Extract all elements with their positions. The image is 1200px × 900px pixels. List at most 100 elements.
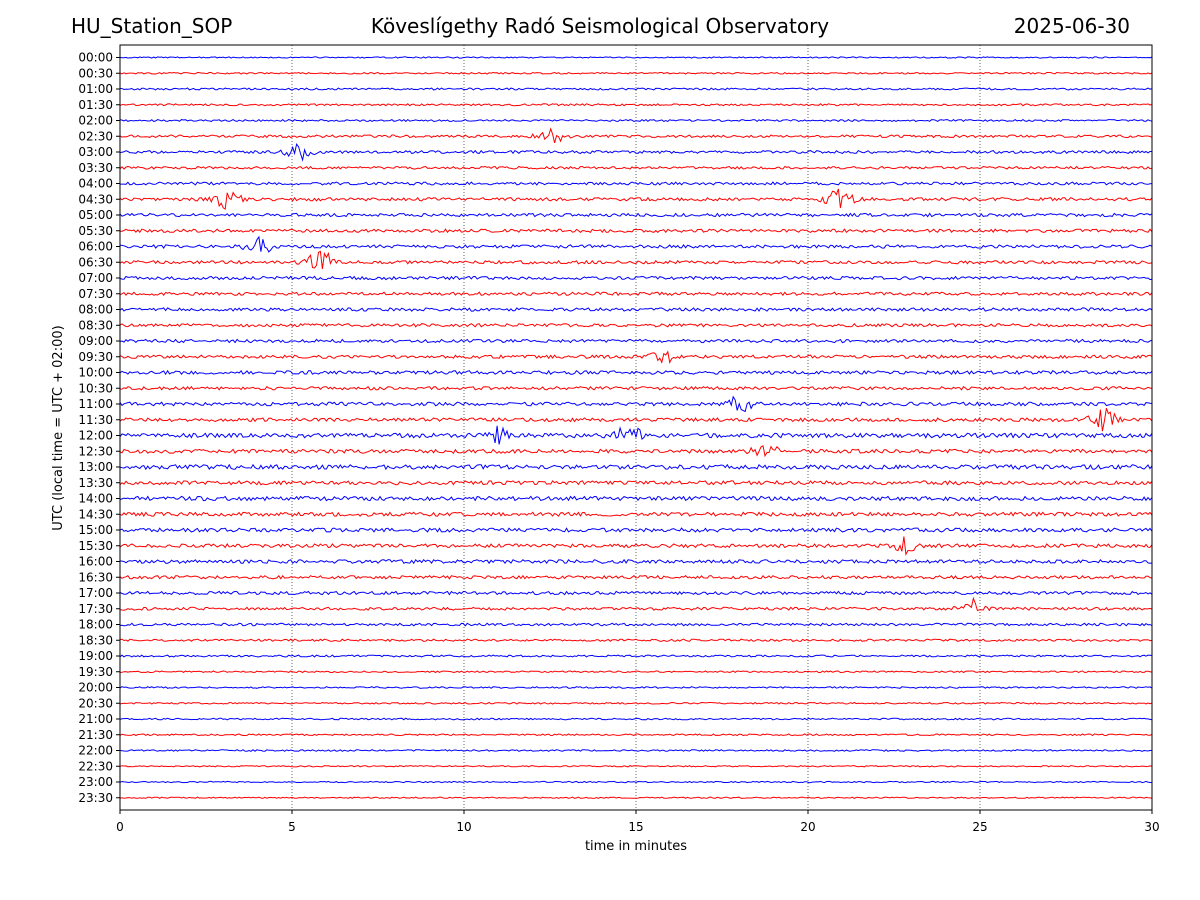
trace-0830: [119, 322, 1153, 328]
trace-1800: [119, 622, 1153, 627]
trace-1530: [119, 536, 1153, 556]
trace-0200: [119, 118, 1153, 123]
y-tick-label: 21:00: [78, 712, 113, 726]
y-tick-label: 09:00: [78, 334, 113, 348]
y-tick-label: 16:30: [78, 570, 113, 584]
trace-0330: [119, 165, 1153, 170]
y-tick-label: 13:00: [78, 460, 113, 474]
y-tick-label: 03:30: [78, 161, 113, 175]
y-tick-label: 22:00: [78, 744, 113, 758]
trace-1430: [119, 511, 1153, 518]
trace-0730: [119, 291, 1153, 297]
y-tick-label: 01:00: [78, 82, 113, 96]
x-axis-ticks: 0 5 10 15 20 25 30: [116, 810, 1160, 834]
y-tick-label: 04:00: [78, 177, 113, 191]
seismogram-traces: [119, 56, 1153, 799]
trace-0530: [119, 228, 1153, 234]
trace-0600: [119, 235, 1153, 253]
trace-2100: [119, 717, 1153, 721]
chart-date: 2025-06-30: [1013, 14, 1130, 38]
y-tick-label: 06:00: [78, 240, 113, 254]
grid-lines: [291, 45, 981, 810]
trace-1400: [119, 495, 1153, 502]
y-tick-label: 14:00: [78, 492, 113, 506]
x-tick-label: 5: [288, 820, 296, 834]
y-tick-label: 11:30: [78, 413, 113, 427]
y-tick-label: 05:00: [78, 208, 113, 222]
x-tick-label: 15: [628, 820, 643, 834]
trace-0900: [119, 338, 1153, 344]
trace-1700: [119, 590, 1153, 596]
y-tick-label: 00:00: [78, 51, 113, 65]
y-tick-label: 23:30: [78, 791, 113, 805]
x-tick-label: 30: [1144, 820, 1159, 834]
trace-0000: [119, 56, 1153, 59]
y-tick-label: 08:00: [78, 303, 113, 317]
trace-2200: [119, 749, 1153, 752]
y-tick-label: 09:30: [78, 350, 113, 364]
x-tick-label: 25: [972, 820, 987, 834]
trace-2030: [119, 701, 1153, 705]
y-tick-label: 02:00: [78, 114, 113, 128]
trace-1930: [119, 670, 1153, 674]
trace-0300: [119, 143, 1152, 162]
trace-2330: [119, 796, 1153, 799]
trace-2000: [119, 686, 1153, 689]
y-tick-label: 15:00: [78, 523, 113, 537]
trace-0700: [119, 275, 1153, 281]
y-tick-label: 20:00: [78, 681, 113, 695]
y-tick-label: 00:30: [78, 66, 113, 80]
trace-1300: [119, 463, 1153, 471]
trace-0500: [119, 212, 1153, 218]
y-tick-label: 17:30: [78, 602, 113, 616]
y-tick-label: 17:00: [78, 586, 113, 600]
observatory-title: Köveslígethy Radó Seismological Observat…: [370, 14, 830, 38]
trace-0130: [119, 103, 1153, 107]
trace-2130: [119, 733, 1153, 737]
trace-0930: [119, 350, 1153, 365]
trace-1130: [119, 408, 1153, 432]
trace-0230: [119, 127, 1153, 144]
trace-1500: [119, 527, 1153, 533]
y-tick-label: 03:00: [78, 145, 113, 159]
y-tick-label: 01:30: [78, 98, 113, 112]
trace-2230: [119, 765, 1153, 768]
trace-1730: [119, 596, 1153, 612]
trace-1330: [119, 480, 1153, 486]
x-tick-label: 10: [456, 820, 471, 834]
trace-0630: [119, 250, 1153, 270]
trace-0100: [119, 87, 1153, 91]
trace-1600: [119, 558, 1153, 565]
y-tick-label: 18:00: [78, 618, 113, 632]
trace-1100: [119, 395, 1153, 413]
y-tick-label: 02:30: [78, 129, 113, 143]
trace-2300: [119, 780, 1152, 784]
y-tick-label: 22:30: [78, 759, 113, 773]
trace-0400: [120, 181, 1153, 186]
y-tick-label: 07:00: [78, 271, 113, 285]
y-axis-label: UTC (local time = UTC + 02:00): [51, 325, 66, 530]
station-name: HU_Station_SOP: [71, 14, 233, 38]
y-tick-label: 20:30: [78, 696, 113, 710]
y-tick-label: 11:00: [78, 397, 113, 411]
y-tick-label: 19:00: [78, 649, 113, 663]
y-tick-label: 18:30: [78, 633, 113, 647]
trace-1030: [119, 385, 1153, 391]
y-tick-label: 21:30: [78, 728, 113, 742]
trace-0800: [119, 307, 1153, 312]
trace-1000: [119, 369, 1153, 376]
y-tick-label: 16:00: [78, 555, 113, 569]
y-tick-label: 10:30: [78, 381, 113, 395]
trace-0030: [119, 71, 1153, 75]
x-axis-label: time in minutes: [585, 839, 687, 854]
y-tick-label: 15:30: [78, 539, 113, 553]
y-tick-label: 08:30: [78, 318, 113, 332]
trace-0430: [119, 188, 1153, 210]
y-tick-label: 12:30: [78, 444, 113, 458]
y-tick-label: 04:30: [78, 192, 113, 206]
trace-1630: [119, 574, 1153, 580]
y-tick-label: 05:30: [78, 224, 113, 238]
y-tick-label: 14:30: [78, 507, 113, 521]
